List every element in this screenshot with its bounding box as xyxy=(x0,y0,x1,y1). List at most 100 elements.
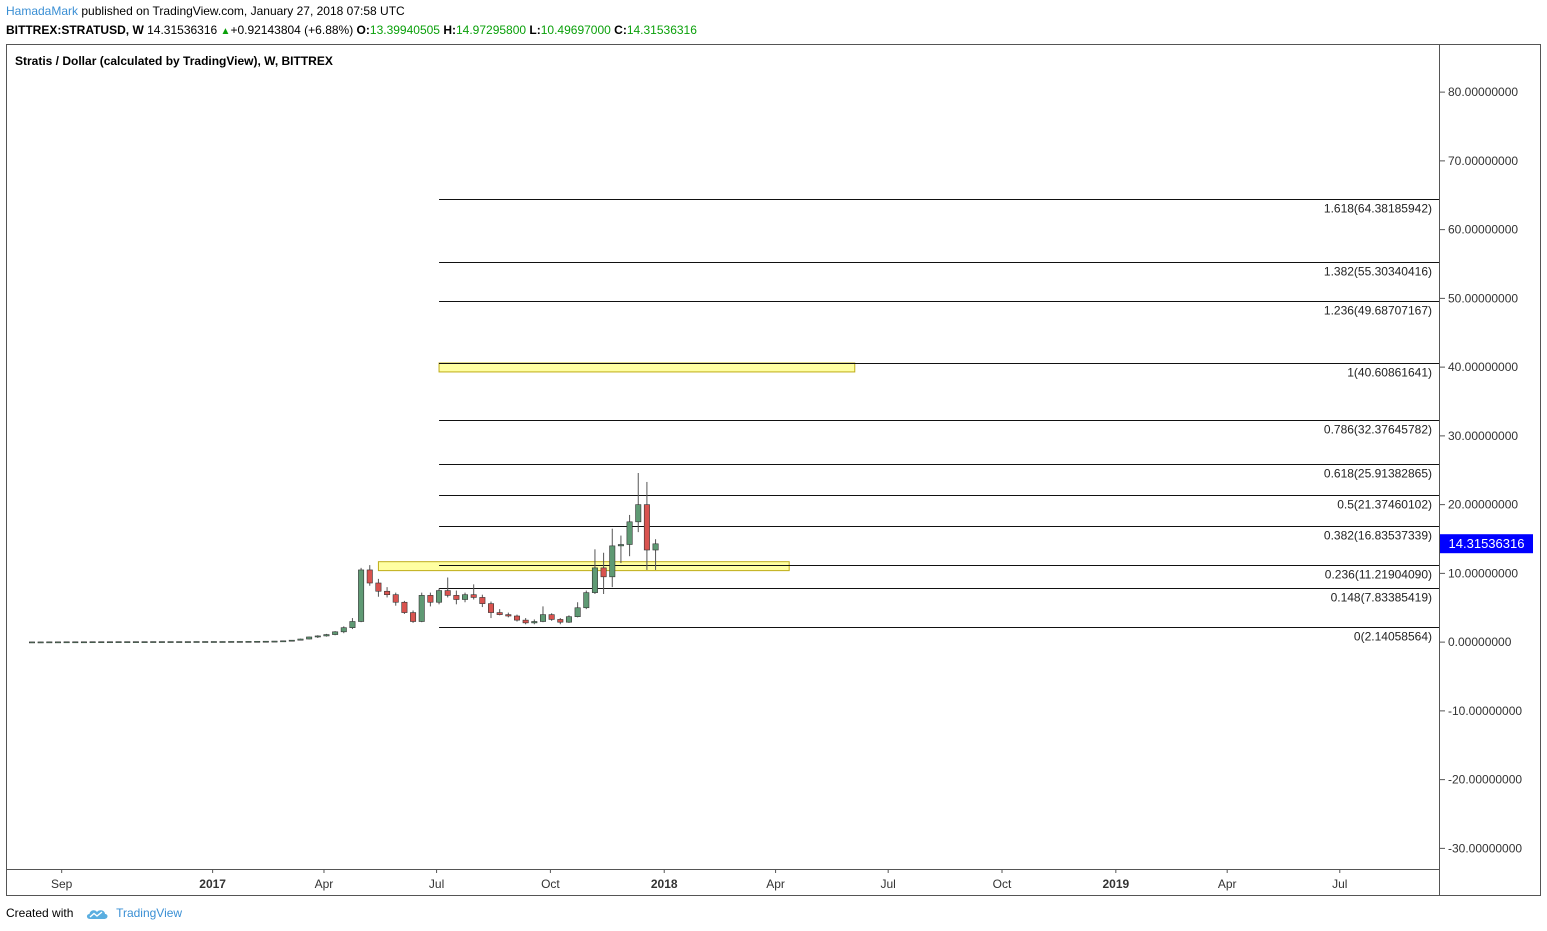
publish-text: published on TradingView.com, January 27… xyxy=(81,4,405,18)
fib-level-label: 0.236(11.21904090) xyxy=(1325,568,1432,582)
candle-body xyxy=(340,627,347,633)
x-tick-label: 2017 xyxy=(199,877,226,891)
support-zone xyxy=(377,561,790,572)
candle-body xyxy=(514,615,520,621)
candle-body xyxy=(323,634,330,637)
candle-body xyxy=(548,614,555,620)
y-tick-label: -30.00000000 xyxy=(1448,841,1522,855)
candle-body xyxy=(418,595,425,622)
candle-body xyxy=(28,641,35,644)
fib-layer: 1.618(64.38185942) 1.382(55.30340416) 1.23… xyxy=(439,199,1439,644)
fib-level-label: 0(2.14058564) xyxy=(1354,630,1432,644)
y-tick-label: 50.00000000 xyxy=(1448,291,1518,305)
candle-body xyxy=(392,594,399,603)
candle-body xyxy=(80,641,87,644)
time-axis[interactable]: Sep 2017 Apr Jul Oct 2018 Apr Jul Oct 2019 Apr Jul xyxy=(51,869,1347,891)
candle-body xyxy=(358,569,365,622)
candle-body xyxy=(271,640,278,643)
x-tick-label: Apr xyxy=(766,877,785,891)
chart-frame xyxy=(6,44,1541,896)
author-link[interactable]: HamadaMark xyxy=(6,4,79,18)
fib-level-label: 0.786(32.37645782) xyxy=(1324,423,1432,437)
y-tick-label: 0.00000000 xyxy=(1448,635,1512,649)
x-tick-label: Oct xyxy=(541,877,560,891)
last-price: 14.31536316 xyxy=(147,23,218,37)
candle-body xyxy=(332,631,339,635)
fib-level-label: 0.5(21.37460102) xyxy=(1337,498,1432,512)
y-tick-label: 80.00000000 xyxy=(1448,85,1518,99)
candle-body xyxy=(54,641,61,644)
up-arrow-icon: ▲ xyxy=(220,26,231,37)
candle-body xyxy=(228,641,235,643)
high-value: 14.97295800 xyxy=(455,23,527,37)
candle-body xyxy=(98,641,105,644)
y-tick-label: 70.00000000 xyxy=(1448,154,1518,168)
open-label: O: xyxy=(356,23,370,37)
symbol-label: BITTREX:STRATUSD, W xyxy=(6,23,144,37)
candle-body xyxy=(626,521,633,545)
last-price-tag: 14.31536316 xyxy=(1440,534,1533,554)
candle-body xyxy=(132,641,139,643)
quote-line: BITTREX:STRATUSD, W 14.31536316 ▲+0.9214… xyxy=(6,22,697,40)
x-tick-label: Jul xyxy=(881,877,896,891)
fib-level-label: 0.148(7.83385419) xyxy=(1331,591,1432,605)
candle-body xyxy=(254,640,261,643)
fib-level-label: 0.382(16.83537339) xyxy=(1324,529,1432,543)
support-zone xyxy=(438,362,856,373)
candle-body xyxy=(115,641,122,643)
candle-body xyxy=(479,597,486,604)
candles-layer xyxy=(28,473,659,644)
fib-level-label: 1(40.60861641) xyxy=(1347,366,1432,380)
candle-body xyxy=(583,592,590,609)
candle-body xyxy=(410,612,417,622)
candle-body xyxy=(158,641,165,643)
candle-body xyxy=(609,545,616,578)
candle-body xyxy=(106,641,113,644)
candle-body xyxy=(557,619,564,623)
candle-body xyxy=(436,590,443,603)
candle-body xyxy=(488,603,494,613)
low-label: L: xyxy=(529,23,541,37)
tradingview-cloud-icon xyxy=(86,910,108,919)
close-value: 14.31536316 xyxy=(626,23,697,37)
y-tick-label: -10.00000000 xyxy=(1448,704,1522,718)
last-price-tag-bg xyxy=(1440,534,1533,554)
fib-level-label: 1.618(64.38185942) xyxy=(1324,202,1432,216)
candle-body xyxy=(89,641,96,644)
candle-body xyxy=(531,621,538,624)
fib-level-label: 0.618(25.91382865) xyxy=(1324,467,1432,481)
candle-body xyxy=(288,639,295,642)
candle-body xyxy=(574,607,581,617)
tradingview-link[interactable]: TradingView xyxy=(116,906,183,920)
zones-layer xyxy=(377,362,856,572)
y-tick-label: 10.00000000 xyxy=(1448,566,1518,580)
candle-body xyxy=(219,641,226,643)
candle-body xyxy=(280,640,287,643)
candle-body xyxy=(72,641,79,644)
x-tick-label: Apr xyxy=(315,877,334,891)
candle-body xyxy=(600,567,607,578)
open-value: 13.39940505 xyxy=(369,23,440,37)
candle-body xyxy=(63,641,70,644)
candle-body xyxy=(617,544,624,547)
x-tick-label: Jul xyxy=(429,877,444,891)
candle-body xyxy=(124,641,131,643)
y-tick-label: 40.00000000 xyxy=(1448,360,1518,374)
x-tick-label: Apr xyxy=(1218,877,1237,891)
candle-body xyxy=(384,590,391,595)
candle-body xyxy=(375,582,382,592)
candle-body xyxy=(496,612,503,615)
candle-body xyxy=(470,594,477,598)
candle-body xyxy=(591,567,598,593)
candle-body xyxy=(306,636,313,640)
candle-body xyxy=(539,614,546,622)
x-tick-label: 2019 xyxy=(1102,877,1129,891)
last-price-tag-text: 14.31536316 xyxy=(1449,536,1525,551)
fib-level-label: 1.382(55.30340416) xyxy=(1324,265,1432,279)
price-axis[interactable]: 80.00000000 70.00000000 60.00000000 50.0000… xyxy=(1440,85,1522,855)
footer: Created with TradingView xyxy=(6,905,182,921)
candle-body xyxy=(297,638,304,641)
candle-body xyxy=(167,641,174,643)
candle-body xyxy=(349,621,356,628)
